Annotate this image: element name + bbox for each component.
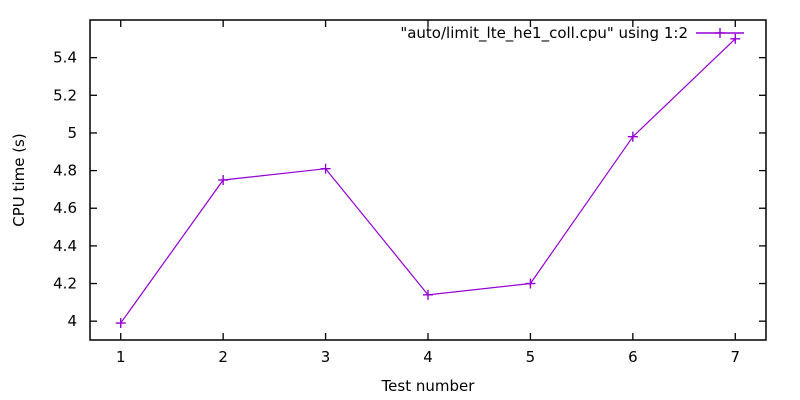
legend: "auto/limit_lte_he1_coll.cpu" using 1:2: [400, 24, 744, 43]
y-tick-labels: 4 4.2 4.4 4.6 4.8 5 5.2 5.4: [53, 49, 77, 331]
x-tick-label: 4: [423, 348, 433, 366]
x-axis-title: Test number: [381, 377, 476, 395]
x-tick-label: 1: [116, 348, 126, 366]
y-axis-ticks: [90, 56, 766, 322]
y-axis-title: CPU time (s): [10, 133, 28, 226]
x-tick-labels: 1 2 3 4 5 6 7: [116, 348, 740, 366]
legend-series-label: "auto/limit_lte_he1_coll.cpu" using 1:2: [400, 24, 688, 43]
x-axis-ticks: [120, 20, 736, 340]
x-tick-label: 5: [526, 348, 536, 366]
x-tick-label: 6: [628, 348, 638, 366]
data-series-line: [115, 33, 741, 329]
y-tick-label: 4: [67, 312, 77, 330]
y-tick-label: 4.6: [53, 199, 77, 217]
y-tick-label: 5: [67, 124, 77, 142]
y-tick-label: 4.4: [53, 237, 77, 255]
y-tick-label: 5.2: [53, 86, 77, 104]
x-tick-label: 7: [730, 348, 740, 366]
series-polyline: [120, 38, 736, 324]
x-tick-label: 3: [321, 348, 331, 366]
y-tick-label: 4.2: [53, 275, 77, 293]
y-tick-label: 5.4: [53, 49, 77, 67]
x-tick-label: 2: [218, 348, 228, 366]
y-tick-label: 4.8: [53, 162, 77, 180]
